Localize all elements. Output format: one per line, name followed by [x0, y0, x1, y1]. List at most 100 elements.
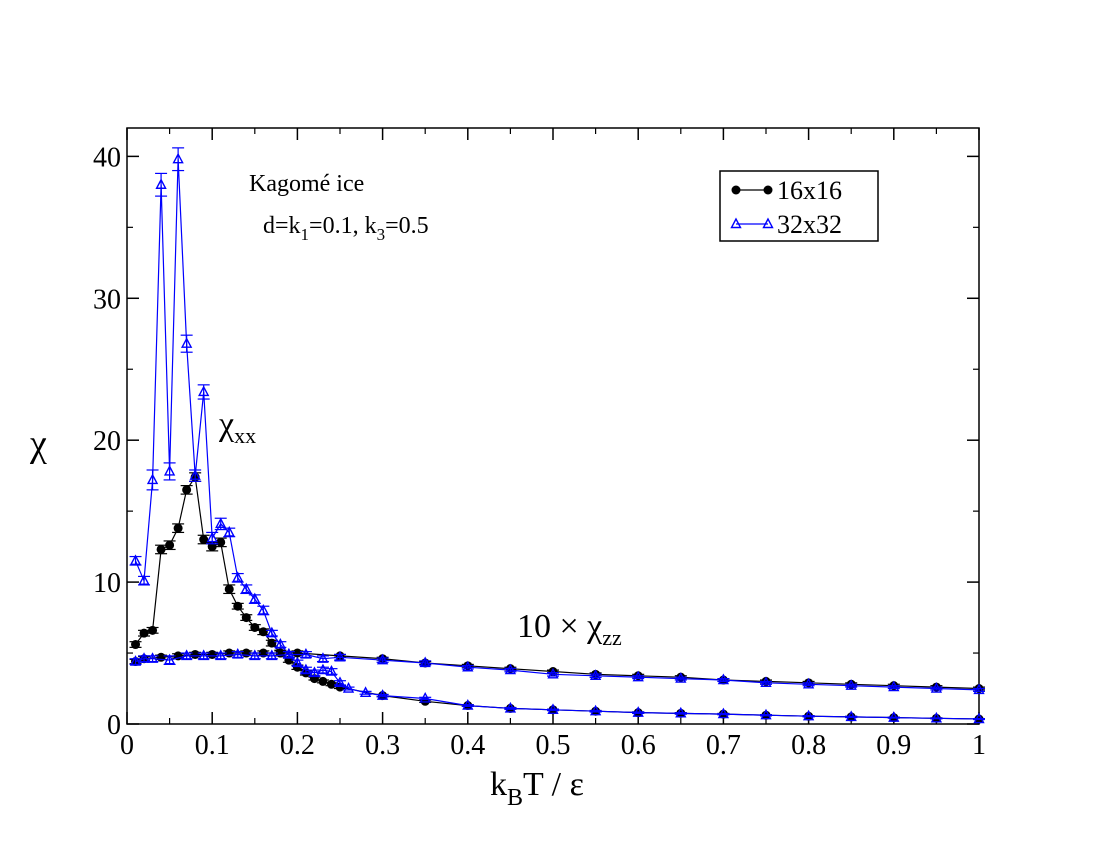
data-point	[155, 178, 167, 189]
data-point	[504, 663, 517, 675]
y-tick-label: 30	[93, 284, 121, 315]
y-tick-label: 10	[93, 568, 121, 599]
data-point	[216, 537, 226, 547]
data-point	[241, 613, 251, 623]
data-point	[156, 652, 166, 662]
x-tick-label: 0.1	[195, 730, 230, 761]
data-point	[845, 679, 857, 690]
data-point	[300, 647, 312, 659]
data-point	[845, 710, 857, 722]
data-point	[129, 554, 142, 566]
data-point	[547, 703, 559, 715]
x-tick-label: 0.4	[450, 730, 485, 761]
x-tick-label: 0	[120, 730, 134, 761]
data-point	[308, 666, 321, 678]
data-point	[163, 653, 176, 665]
data-point	[973, 712, 985, 724]
data-point	[165, 540, 175, 550]
data-point	[334, 650, 346, 662]
x-axis-label: kBT / ε	[490, 766, 584, 811]
data-point	[163, 464, 176, 476]
y-axis-ticks: 0 10 20 30 40	[93, 142, 979, 741]
data-point	[233, 601, 243, 611]
data-point	[199, 535, 209, 545]
data-point	[215, 649, 227, 661]
data-point	[223, 525, 235, 537]
annotation-title: Kagomé ice	[249, 171, 364, 197]
data-point	[376, 689, 389, 700]
data-point	[182, 485, 192, 495]
x-tick-label: 0.2	[280, 730, 315, 761]
data-point	[325, 664, 338, 676]
y-tick-label: 0	[107, 710, 121, 741]
data-point	[180, 649, 193, 661]
data-point	[267, 638, 277, 648]
legend-marker-32x32	[730, 217, 742, 229]
data-point	[291, 656, 304, 668]
data-point	[675, 672, 687, 683]
data-point	[266, 626, 278, 638]
data-point	[198, 649, 210, 661]
data-point	[326, 679, 336, 689]
data-point	[224, 584, 234, 594]
legend-label-16x16: 16x16	[777, 176, 842, 205]
annotation-chi-xx: χxx	[218, 406, 256, 448]
data-point	[131, 640, 141, 650]
data-point	[215, 517, 227, 529]
data-point	[930, 711, 943, 723]
annotation-params: d=k1=0.1, k3=0.5	[263, 213, 429, 244]
data-point	[888, 711, 900, 722]
data-point	[632, 706, 644, 717]
legend-marker-16x16	[731, 185, 741, 195]
data-point	[232, 571, 244, 583]
data-point	[198, 385, 210, 397]
data-point	[283, 647, 295, 659]
x-tick-label: 0.9	[876, 730, 911, 761]
x-tick-label: 0.5	[536, 730, 571, 761]
data-point	[359, 686, 372, 697]
annotation-chi-zz: 10 × χzz	[517, 608, 622, 650]
data-point	[156, 544, 166, 554]
data-point	[138, 652, 150, 663]
series-1	[129, 147, 985, 724]
data-point	[334, 676, 346, 688]
data-point	[258, 627, 268, 637]
data-point	[760, 708, 772, 720]
data-point	[146, 652, 159, 663]
data-point	[717, 707, 730, 719]
data-point	[274, 638, 287, 649]
data-point	[462, 660, 474, 672]
legend: 16x16 32x32	[719, 170, 879, 242]
x-tick-label: 0.6	[621, 730, 656, 761]
series-layer	[129, 147, 985, 724]
data-point	[146, 473, 159, 485]
data-point	[419, 691, 431, 703]
data-point	[504, 701, 517, 713]
data-point	[129, 655, 142, 666]
legend-marker-32x32	[762, 217, 774, 229]
data-point	[249, 649, 261, 661]
data-point	[240, 582, 252, 594]
x-axis-ticks: 0 0.1 0.2 0.3 0.4 0.5 0.6 0.7 0.8 0.9 1	[120, 128, 986, 761]
x-tick-label: 1	[972, 730, 986, 761]
y-tick-label: 40	[93, 142, 121, 173]
data-point	[180, 337, 193, 348]
x-tick-label: 0.3	[365, 730, 400, 761]
data-point	[317, 663, 329, 675]
data-point	[173, 523, 183, 533]
series-line	[134, 159, 980, 720]
data-point	[232, 647, 244, 659]
data-point	[342, 682, 355, 693]
data-point	[760, 676, 772, 688]
data-point	[318, 676, 328, 686]
data-point	[419, 656, 431, 668]
data-point	[266, 649, 278, 661]
data-point	[190, 649, 200, 659]
data-point	[148, 625, 158, 635]
data-point	[258, 648, 268, 658]
data-point	[675, 706, 687, 718]
data-point	[189, 469, 201, 480]
x-tick-label: 0.7	[706, 730, 741, 761]
data-point	[632, 670, 644, 682]
